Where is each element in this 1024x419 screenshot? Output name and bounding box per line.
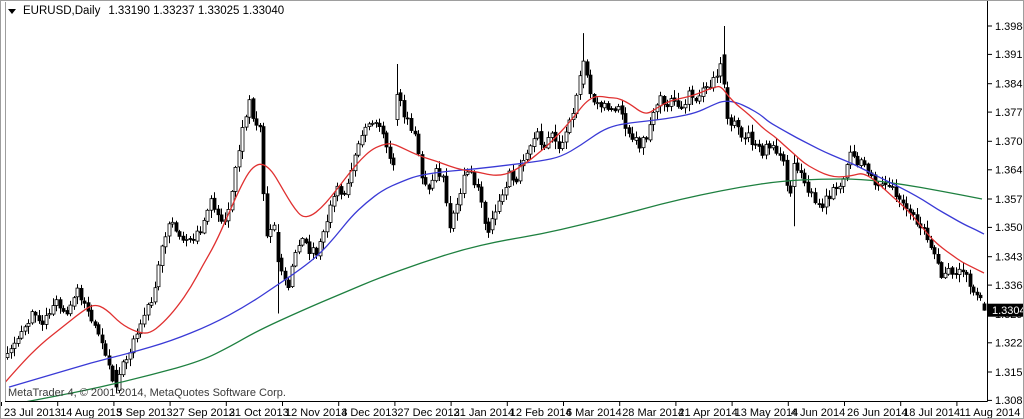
copyright-label: MetaTrader 4, © 2001-2014, MetaQuotes So…: [8, 387, 286, 399]
y-axis-label: 1.39160: [995, 49, 1024, 61]
y-axis-label: 1.31560: [995, 367, 1024, 379]
y-axis-label: 1.37780: [995, 107, 1024, 119]
x-axis-label: 6 Mar 2014: [566, 407, 622, 419]
candlestick-series: [5, 26, 987, 394]
current-price-box: 1.33040: [988, 303, 1024, 317]
x-axis-label: 26 Jun 2014: [847, 407, 908, 419]
x-axis-label: 21 Apr 2014: [678, 407, 737, 419]
y-axis-label: 1.37080: [995, 136, 1024, 148]
x-axis-label: 11 Aug 2014: [959, 407, 1020, 419]
x-axis-label: 27 Dec 2013: [397, 407, 459, 419]
x-axis-label: 12 Nov 2013: [285, 407, 347, 419]
y-axis-label: 1.34320: [995, 252, 1024, 264]
x-axis-label: 27 Sep 2013: [173, 407, 235, 419]
x-axis-label: 12 Feb 2014: [510, 407, 572, 419]
y-axis-label: 1.36400: [995, 165, 1024, 177]
x-axis-label: 14 Aug 2013: [60, 407, 122, 419]
chart-collapse-triangle-icon[interactable]: [8, 8, 16, 14]
x-axis-label: 21 Jan 2014: [454, 407, 515, 419]
ohlc-quote-line: 1.33190 1.33237 1.33025 1.33040: [108, 5, 285, 17]
y-axis-label: 1.32260: [995, 338, 1024, 350]
y-axis-label: 1.35020: [995, 222, 1024, 234]
x-axis-label: 13 May 2014: [735, 407, 799, 419]
x-axis-label: 4 Jun 2014: [791, 407, 845, 419]
mid-ma-blue-line: [8, 100, 985, 388]
chart-title-bar: EURUSD,Daily 1.33190 1.33237 1.33025 1.33…: [8, 4, 284, 18]
slow-ma-green-line: [26, 178, 983, 401]
y-axis-label: 1.38460: [995, 79, 1024, 91]
x-axis-label: 18 Jul 2014: [903, 407, 960, 419]
y-axis-label: 1.30880: [995, 395, 1024, 407]
x-axis-label: 21 Oct 2013: [229, 407, 289, 419]
fast-ma-red-line: [5, 85, 985, 384]
y-axis-label: 1.33640: [995, 280, 1024, 292]
x-axis-label: 4 Dec 2013: [341, 407, 397, 419]
current-price-label: 1.33040: [992, 305, 1024, 317]
x-axis-label: 28 Mar 2014: [622, 407, 684, 419]
y-axis-label: 1.39840: [995, 21, 1024, 33]
y-axis-label: 1.35700: [995, 194, 1024, 206]
x-axis-label: 23 Jul 2013: [4, 407, 61, 419]
symbol-timeframe-label: EURUSD,Daily: [23, 5, 101, 17]
x-axis-label: 5 Sep 2013: [116, 407, 172, 419]
